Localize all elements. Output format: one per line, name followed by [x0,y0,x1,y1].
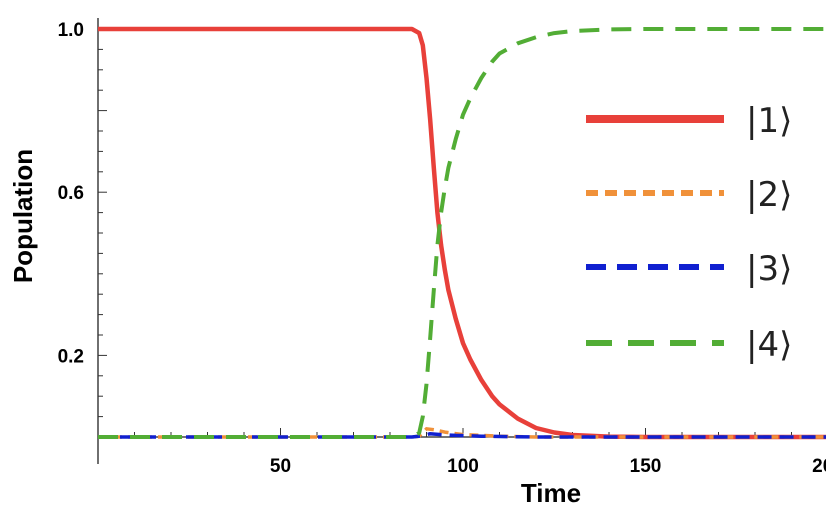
x-tick-label: 100 [447,456,479,477]
y-tick-label: 0.6 [58,183,84,204]
legend-label-2: |2⟩ [746,175,792,215]
y-tick-label: 0.2 [58,346,84,367]
y-tick-label: 1.0 [58,20,84,41]
series-lines [98,26,826,440]
x-tick-label: 150 [630,456,662,477]
axes [97,18,818,464]
series-line-3 [98,431,826,439]
series-line-4 [98,27,826,439]
y-axis-title: Population [8,149,38,283]
series-line-1 [98,26,826,440]
legend-label-4: |4⟩ [746,325,792,365]
x-tick-label: 200 [812,456,826,477]
legend-label-3: |3⟩ [746,249,792,289]
ticks [98,28,792,438]
legend: |1⟩ |2⟩ |3⟩ |4⟩ [586,101,792,365]
tick-labels: 50 100 150 200 0.2 0.6 1.0 [58,20,826,477]
x-tick-label: 50 [270,456,291,477]
x-axis-title: Time [521,478,581,508]
legend-label-1: |1⟩ [746,101,792,141]
